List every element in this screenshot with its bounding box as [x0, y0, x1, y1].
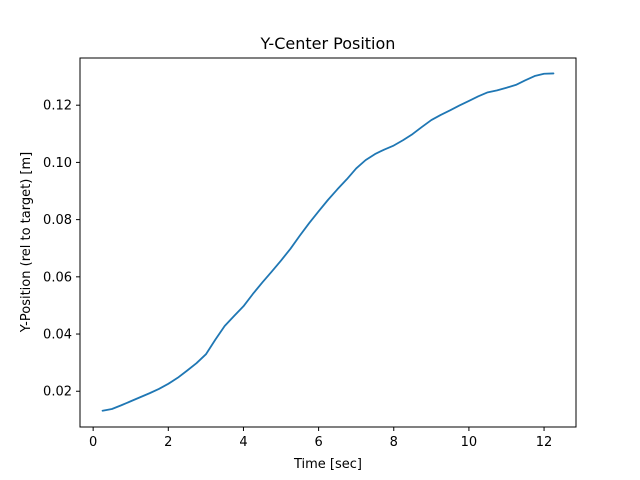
y-axis-ticks: 0.02 0.04 0.06 0.08 0.10 0.12 — [43, 99, 80, 400]
y-tick-label: 0.10 — [43, 156, 72, 171]
x-tick-label: 0 — [89, 435, 97, 450]
chart-title: Y-Center Position — [260, 34, 396, 53]
y-axis-label: Y-Position (rel to target) [m] — [19, 152, 34, 333]
x-tick-label: 12 — [536, 435, 553, 450]
y-tick-label: 0.04 — [43, 328, 72, 343]
x-tick-label: 8 — [390, 435, 398, 450]
y-tick-label: 0.02 — [43, 385, 72, 400]
axes-frame — [79, 57, 577, 428]
y-tick-label: 0.08 — [43, 213, 72, 228]
x-axis-ticks: 0 2 4 6 8 10 12 — [89, 427, 552, 450]
y-tick-label: 0.06 — [43, 270, 72, 285]
x-tick-label: 6 — [314, 435, 322, 450]
y-tick-label: 0.12 — [43, 99, 72, 114]
x-tick-label: 2 — [164, 435, 172, 450]
x-tick-label: 4 — [239, 435, 247, 450]
x-tick-label: 10 — [461, 435, 478, 450]
x-axis-label: Time [sec] — [293, 457, 362, 472]
plot-area — [101, 72, 555, 412]
series-line — [101, 72, 555, 412]
